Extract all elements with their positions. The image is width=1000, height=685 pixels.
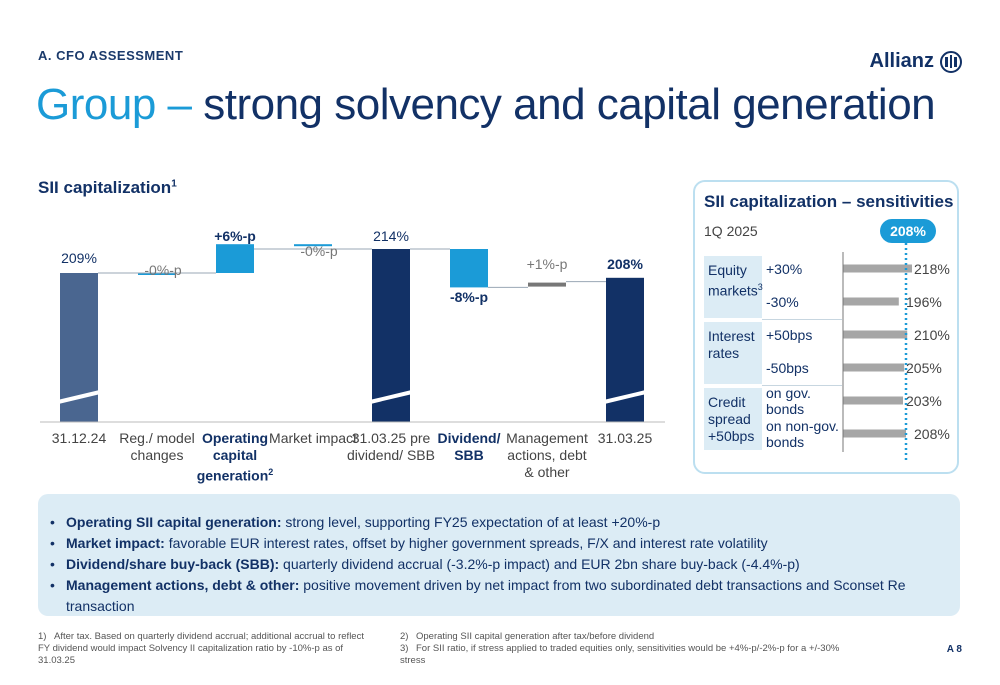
footnote-3-number: 3) [400, 643, 409, 654]
sensitivity-value: 218% [914, 260, 950, 277]
sensitivity-bar [843, 396, 903, 405]
bar-value-label: -0%-p [300, 243, 338, 259]
footnote-3-text: For SII ratio, if stress applied to trad… [400, 643, 840, 666]
sensitivity-scenario-label: +50bps [766, 326, 813, 343]
sensitivity-group: Equity markets3 [704, 256, 763, 318]
x-axis-label: 31.12.24 [51, 430, 107, 446]
sensitivity-bar [843, 363, 905, 372]
sensitivity-group: Interest rates [704, 322, 762, 384]
sensitivities-bars [842, 243, 912, 460]
sensitivity-scenario-label: on gov. bonds [766, 384, 811, 417]
page-title-part2: strong solvency and capital generation [203, 80, 936, 129]
sensitivity-value: 208% [914, 425, 950, 442]
footnote-1: 1) After tax. Based on quarterly dividend… [38, 631, 378, 667]
group-divider [762, 319, 842, 320]
footnote-1-number: 1) [38, 631, 47, 642]
axis-break-mark [603, 390, 647, 404]
page-title-part1: Group – [36, 80, 204, 129]
chart-title-footnote: 1 [171, 178, 177, 190]
chart-title: SII capitalization1 [38, 178, 177, 198]
section-label: A. CFO ASSESSMENT [38, 48, 184, 63]
sensitivity-bar [843, 429, 906, 438]
x-axis-label: Management actions, debt & other [506, 430, 588, 480]
sensitivity-value: 203% [906, 392, 942, 409]
x-axis-label: Operating capital generation2 [196, 430, 274, 484]
waterfall-bar-4 [294, 244, 332, 247]
bar-value-label: +1%-p [526, 256, 568, 272]
axis-break-mark [369, 390, 413, 404]
waterfall-bar-6 [450, 249, 488, 288]
page-number: A 8 [946, 644, 962, 655]
sensitivity-bar [843, 330, 908, 339]
waterfall-bar-2 [138, 273, 176, 275]
bar-value-label: 209% [61, 250, 97, 266]
chart-title-text: SII capitalization [38, 178, 172, 197]
bar-value-label: -0%-p [144, 262, 182, 278]
commentary-item: Dividend/share buy-back (SBB): quarterly… [50, 554, 960, 575]
sensitivity-scenario-label: on non-gov. bonds [766, 417, 839, 450]
allianz-eagle-icon [940, 50, 962, 73]
commentary-list: Operating SII capital generation: strong… [38, 494, 960, 617]
x-axis-label: Market impact [269, 430, 357, 446]
commentary-box: Operating SII capital generation: strong… [38, 494, 960, 616]
sensitivity-scenario-label: +30% [766, 260, 803, 277]
sensitivity-value: 196% [906, 293, 942, 310]
footnotes-2-3: 2) Operating SII capital generation after… [400, 631, 840, 667]
bar-value-label: 208% [607, 256, 643, 272]
group-divider [762, 385, 842, 386]
logo-text: Allianz [869, 50, 934, 72]
sensitivity-scenario-label: -30% [766, 293, 799, 310]
footnote-2-number: 2) [400, 631, 409, 642]
sensitivity-group: Credit spread +50bps [704, 388, 762, 450]
sensitivity-value: 205% [906, 359, 942, 376]
x-axis-label: 31.03.25 [597, 430, 653, 446]
bar-value-label: 214% [373, 228, 409, 244]
sensitivities-title: SII capitalization – sensitivities [704, 192, 954, 211]
footnote-1-text: After tax. Based on quarterly dividend a… [38, 631, 364, 666]
waterfall-chart [40, 244, 665, 423]
commentary-item: Market impact: favorable EUR interest ra… [50, 533, 960, 554]
x-axis-label: Dividend/ SBB [437, 430, 501, 463]
allianz-logo: Allianz [870, 50, 962, 73]
base-ratio-badge: 208% [880, 219, 936, 243]
footnote-2-text: Operating SII capital generation after t… [416, 631, 655, 642]
page-title: Group – strong solvency and capital gene… [36, 80, 936, 130]
sensitivity-bar [843, 297, 899, 306]
sensitivity-scenario-label: -50bps [766, 359, 809, 376]
bar-value-label: -8%-p [449, 289, 489, 305]
sensitivity-bar [843, 264, 912, 273]
x-axis-label: Reg./ model changes [119, 430, 195, 463]
x-axis-label: 31.03.25 pre dividend/ SBB [347, 430, 435, 463]
sensitivities-period: 1Q 2025 [704, 223, 758, 239]
sensitivity-value: 210% [914, 326, 950, 343]
commentary-item: Operating SII capital generation: strong… [50, 512, 960, 533]
waterfall-bar-3 [216, 244, 254, 273]
waterfall-bar-7 [528, 282, 566, 287]
commentary-item: Management actions, debt & other: positi… [50, 575, 960, 617]
bar-value-label: +6%-p [214, 228, 256, 244]
axis-break-mark [57, 390, 101, 404]
